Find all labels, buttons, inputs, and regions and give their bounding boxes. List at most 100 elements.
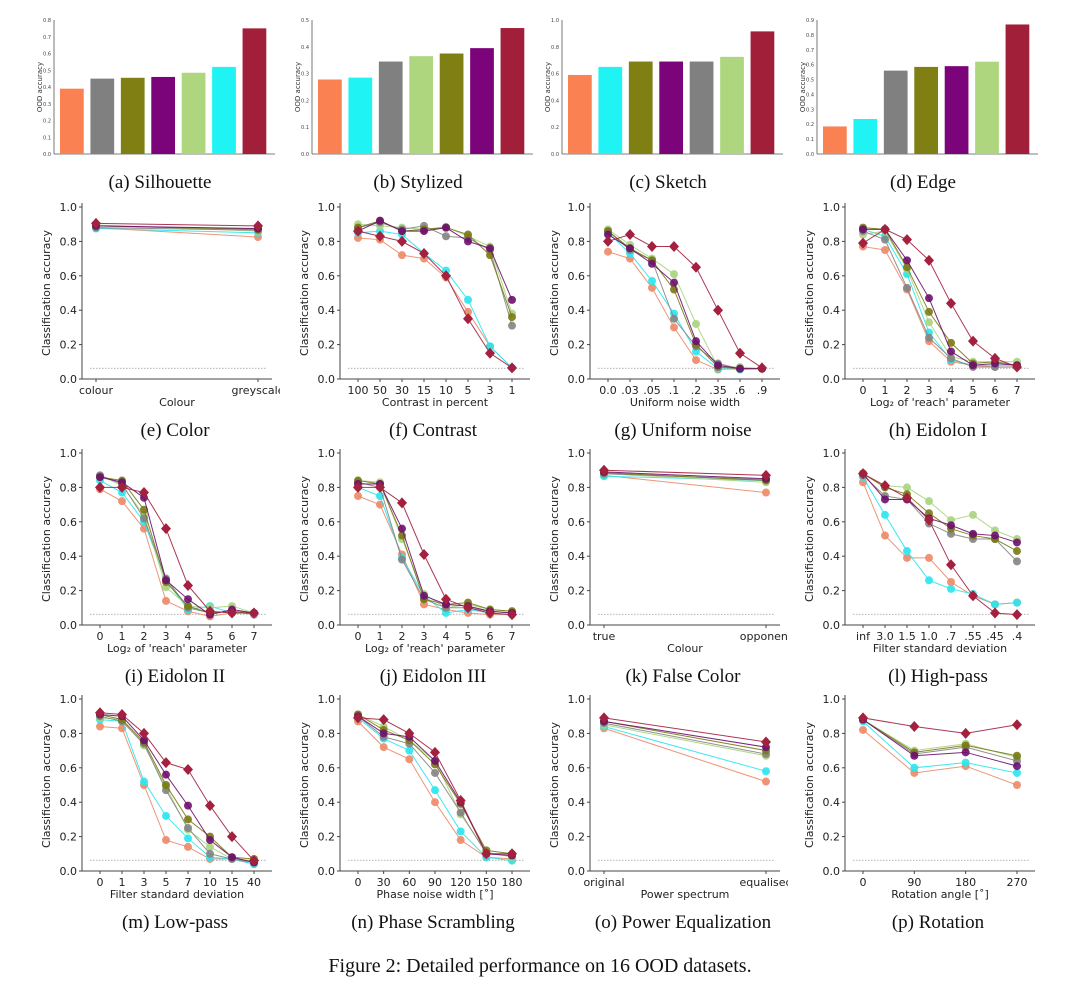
data-point: [961, 741, 970, 750]
x-tick-label: 150: [476, 876, 497, 889]
x-tick-label: 60: [402, 876, 416, 889]
data-point: [140, 505, 148, 514]
subplot-caption: (k) False Color: [625, 666, 741, 687]
y-tick-label: 0.4: [60, 550, 78, 563]
data-point: [762, 767, 770, 776]
series-line: [357, 495, 512, 616]
bar-chart: 0.0 0.2 0.4 0.6 0.8 1.0 OOD accuracy: [544, 18, 783, 158]
y-tick-label: 0.2: [318, 339, 336, 352]
data-point: [736, 364, 744, 373]
bar: [720, 56, 744, 154]
series-line: [99, 488, 254, 617]
data-point: [463, 313, 473, 325]
subplot-caption: (b) Stylized: [373, 172, 463, 193]
y-tick-label: 0.7: [806, 48, 814, 54]
data-point: [464, 230, 472, 239]
series-line: [95, 228, 259, 234]
data-point: [735, 347, 745, 359]
x-tick-label: 5: [163, 876, 170, 889]
bar: [60, 88, 84, 154]
series-line: [862, 720, 1018, 774]
y-tick-label: 0.2: [823, 831, 841, 844]
y-tick-label: 0.0: [568, 865, 586, 878]
data-point: [91, 217, 101, 229]
y-tick-label: 0.2: [301, 98, 309, 104]
x-axis-label: Contrast in percent: [382, 396, 489, 409]
x-tick-label: 120: [450, 876, 471, 889]
data-point: [910, 751, 919, 760]
data-point: [228, 853, 236, 862]
bar: [151, 76, 176, 154]
y-tick-label: 0.4: [43, 85, 51, 91]
x-tick-label: 5: [465, 384, 472, 397]
series-2: [859, 715, 1021, 771]
y-tick-label: 0.8: [43, 18, 51, 24]
series-line: [99, 726, 255, 865]
x-tick-label: 3: [926, 384, 933, 397]
series-line: [603, 471, 767, 480]
y-tick-label: 0.4: [568, 550, 586, 563]
y-tick-label: 1.0: [60, 693, 78, 706]
data-point: [691, 261, 701, 273]
y-tick-label: 0.3: [301, 72, 309, 78]
data-point: [184, 602, 192, 611]
y-axis-label: OOD accuracy: [544, 62, 552, 112]
x-tick-label: 2: [141, 630, 148, 643]
y-tick-label: 0.0: [551, 152, 559, 158]
data-point: [903, 483, 911, 492]
data-point: [1013, 538, 1021, 547]
series-line: [99, 712, 255, 862]
series-line: [95, 227, 259, 231]
data-point: [227, 831, 237, 843]
y-tick-label: 0.4: [60, 304, 78, 317]
series-6: [859, 473, 1021, 609]
x-tick-label: 3: [487, 384, 494, 397]
y-axis-label: Classification accuracy: [298, 230, 311, 356]
subplot-13: 0.0 0.2 0.4 0.6 0.8 1.0 0 1 3 5 7 10 15 40 Filter stan…: [30, 687, 280, 909]
data-point: [162, 811, 170, 820]
data-point: [968, 590, 978, 602]
y-tick-label: 0.3: [43, 102, 51, 108]
data-point: [762, 777, 770, 786]
data-point: [969, 361, 977, 370]
y-tick-label: 0.8: [60, 481, 78, 494]
bar-chart: 0.0 0.1 0.2 0.3 0.4 0.5 0.6 0.7 0.8 0.9 OOD accura…: [799, 18, 1038, 158]
bar: [120, 77, 145, 154]
x-tick-label: 40: [247, 876, 261, 889]
data-point: [117, 481, 127, 493]
data-point: [946, 297, 956, 309]
y-tick-label: 0.6: [568, 270, 586, 283]
subplot-caption: (i) Eidolon II: [124, 666, 226, 687]
data-point: [419, 548, 429, 560]
x-tick-label: greyscale: [232, 384, 280, 397]
data-point: [858, 712, 868, 724]
data-point: [880, 223, 890, 235]
bar: [689, 61, 714, 154]
x-tick-label: 180: [502, 876, 523, 889]
data-point: [353, 712, 363, 724]
data-point: [946, 559, 956, 571]
x-tick-label: 7: [251, 630, 258, 643]
subplot-6: 0.0 0.2 0.4 0.6 0.8 1.0 100 50 30 15 10 5 3 1 Contrast…: [288, 195, 538, 417]
data-point: [991, 600, 999, 609]
data-point: [903, 256, 911, 265]
data-point: [481, 848, 492, 860]
subplot-15: 0.0 0.2 0.4 0.6 0.8 1.0 original equalised Power…: [538, 687, 788, 909]
data-point: [947, 578, 955, 586]
data-point: [455, 794, 466, 806]
bar: [914, 66, 939, 154]
x-tick-label: 90: [907, 876, 921, 889]
data-point: [378, 714, 389, 726]
series-line: [603, 727, 767, 783]
line-chart: 0.0 0.2 0.4 0.6 0.8 1.0 inf 3.0 1.5 1.0 .7 .55 .45 .4…: [803, 447, 1035, 655]
x-axis-label: Rotation angle [˚]: [891, 888, 989, 901]
data-point: [961, 758, 970, 767]
data-point: [184, 815, 192, 824]
data-point: [626, 244, 634, 253]
y-tick-label: 0.4: [60, 796, 78, 809]
x-tick-label: .2: [691, 384, 702, 397]
data-point: [910, 763, 919, 772]
data-point: [761, 469, 771, 481]
series-line: [603, 717, 767, 743]
